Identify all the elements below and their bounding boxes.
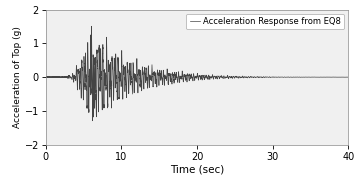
- Acceleration Response from EQ8: [294, 76, 298, 78]
- Acceleration Response from EQ8: [90, 120, 95, 122]
- Acceleration Response from EQ8: [305, 76, 309, 78]
- X-axis label: Time (sec): Time (sec): [170, 165, 224, 174]
- Acceleration Response from EQ8: [230, 76, 235, 78]
- Acceleration Response from EQ8: [346, 76, 351, 78]
- Acceleration Response from EQ8: [273, 76, 277, 78]
- Acceleration Response from EQ8: [44, 76, 48, 78]
- Legend: Acceleration Response from EQ8: Acceleration Response from EQ8: [186, 14, 344, 29]
- Acceleration Response from EQ8: [137, 71, 141, 73]
- Acceleration Response from EQ8: [225, 76, 229, 79]
- Acceleration Response from EQ8: [89, 25, 94, 27]
- Line: Acceleration Response from EQ8: Acceleration Response from EQ8: [46, 26, 348, 121]
- Y-axis label: Acceleration of Top (g): Acceleration of Top (g): [13, 26, 22, 128]
